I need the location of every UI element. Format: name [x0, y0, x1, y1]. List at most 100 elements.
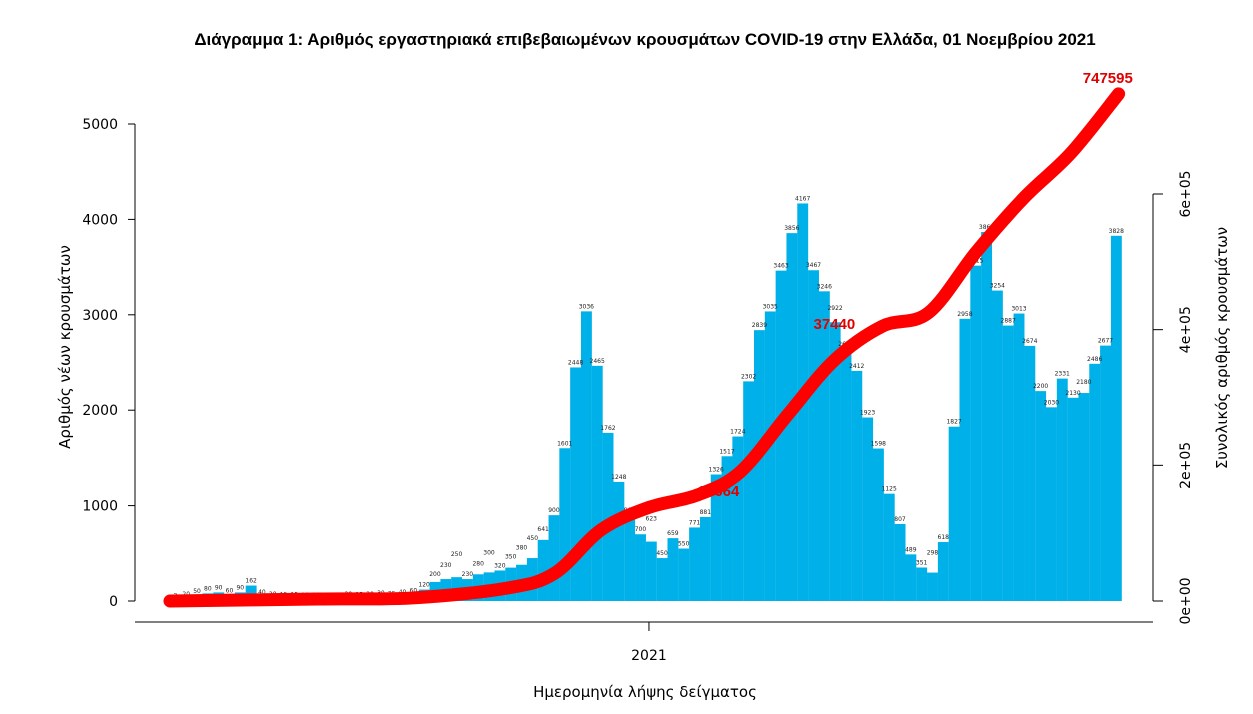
bar: [991, 290, 1003, 601]
bar-value-label: 380: [516, 545, 528, 552]
bar: [818, 291, 830, 601]
bar-value-label: 200: [429, 571, 441, 578]
bar-value-label: 700: [635, 526, 647, 533]
bar: [1110, 235, 1122, 601]
bar-value-label: 771: [689, 519, 701, 526]
bar-value-label: 641: [537, 526, 549, 533]
bar-value-label: 2674: [1022, 338, 1037, 345]
bar: [937, 542, 949, 601]
y-tick-label: 0: [109, 594, 118, 610]
bar-value-label: 3828: [1109, 228, 1124, 235]
bar-value-label: 489: [905, 546, 917, 553]
y2-tick-label: 4e+05: [1178, 306, 1194, 353]
bar: [580, 311, 592, 601]
bar: [635, 534, 646, 601]
bar-value-label: 3868: [979, 224, 994, 231]
y-axis-label: Αριθμός νέων κρουσμάτων: [56, 245, 74, 449]
bar-value-label: 1827: [946, 419, 961, 426]
bar: [1078, 393, 1090, 601]
bar: [970, 265, 982, 601]
cumulative-annotation: 37440: [813, 316, 855, 333]
x-axis-label: Ημερομηνία λήψης δείγματος: [533, 683, 757, 701]
bar-value-label: 881: [700, 509, 712, 516]
bar: [764, 311, 776, 601]
bar-value-label: 450: [656, 550, 668, 557]
bar: [829, 322, 841, 601]
bar-value-label: 2130: [1065, 390, 1080, 397]
bar-value-label: 1601: [557, 440, 572, 447]
bar-value-label: 320: [494, 562, 506, 569]
bar: [981, 231, 993, 601]
bar-value-label: 2839: [752, 322, 767, 329]
bar-value-label: 1326: [709, 466, 724, 473]
y2-tick-label: 6e+05: [1178, 170, 1194, 217]
bar-value-label: 3246: [817, 283, 832, 290]
bar-value-label: 230: [462, 571, 474, 578]
bar-value-label: 1248: [611, 474, 626, 481]
bar: [775, 270, 787, 601]
bar: [808, 270, 819, 601]
axes-layer: 0 1000 2000 3000 4000 5000 0e+00 2e+05 4e+05 6e+0…: [82, 117, 1194, 664]
bar-value-label: 2486: [1087, 356, 1102, 363]
bar-value-label: 3463: [773, 263, 788, 270]
bar-value-label: 230: [440, 562, 452, 569]
bar-value-label: 3467: [806, 262, 821, 269]
bar-value-label: 2200: [1033, 383, 1048, 390]
bar: [894, 524, 906, 601]
bar: [1046, 407, 1057, 601]
bar: [959, 318, 971, 601]
bar-value-label: 80: [204, 585, 212, 592]
bar: [1013, 313, 1025, 601]
y-tick-label: 4000: [82, 212, 118, 228]
cumulative-line: [163, 87, 1126, 608]
bar-value-label: 807: [894, 516, 906, 523]
bar-value-label: 250: [451, 551, 463, 558]
bar: [1067, 397, 1079, 601]
bar: [1089, 363, 1101, 601]
bar-value-label: 298: [927, 550, 939, 557]
bar: [1024, 345, 1036, 601]
bar-value-label: 2331: [1055, 371, 1070, 378]
bar: [591, 365, 603, 601]
bar: [862, 417, 874, 601]
bar-value-label: 2922: [827, 305, 842, 312]
bar-value-label: 1923: [860, 410, 875, 417]
bar: [710, 474, 722, 601]
bar: [656, 558, 668, 601]
bar-value-label: 2180: [1076, 379, 1091, 386]
bar-value-label: 120: [418, 582, 430, 589]
cumulative-end-label: 747595: [1083, 70, 1133, 87]
bar: [883, 493, 895, 601]
bar: [721, 456, 733, 601]
bar: [732, 436, 744, 601]
bar-value-label: 1517: [719, 448, 734, 455]
bar: [916, 567, 928, 601]
bar-value-label: 659: [667, 530, 679, 537]
bar-value-label: 2677: [1098, 338, 1113, 345]
bar-value-label: 300: [483, 549, 495, 556]
bar-value-label: 3035: [763, 303, 778, 310]
y2-axis-label: Συνολικός αριθμός κρουσμάτων: [1213, 227, 1231, 469]
bar-value-label: 280: [472, 560, 484, 567]
bar-value-label: 60: [226, 587, 234, 594]
bar: [872, 448, 884, 601]
bar-value-label: 2448: [568, 359, 583, 366]
bar: [699, 516, 711, 601]
bar-value-label: 1598: [871, 441, 886, 448]
bar: [613, 481, 625, 601]
bar: [548, 515, 560, 601]
x-tick-label: 2021: [631, 648, 667, 664]
bar: [851, 370, 863, 601]
bar: [537, 539, 549, 601]
bar: [678, 548, 690, 601]
chart-title: Διάγραμμα 1: Αριθμός εργαστηριακά επιβεβ…: [194, 30, 1096, 49]
bar-value-label: 2030: [1044, 399, 1059, 406]
bar-value-label: 2465: [590, 358, 605, 365]
y2-tick-label: 2e+05: [1178, 442, 1194, 489]
bar-value-label: 2958: [957, 311, 972, 318]
bar: [559, 448, 571, 601]
y-tick-label: 3000: [82, 308, 118, 324]
y-tick-label: 1000: [82, 499, 118, 515]
